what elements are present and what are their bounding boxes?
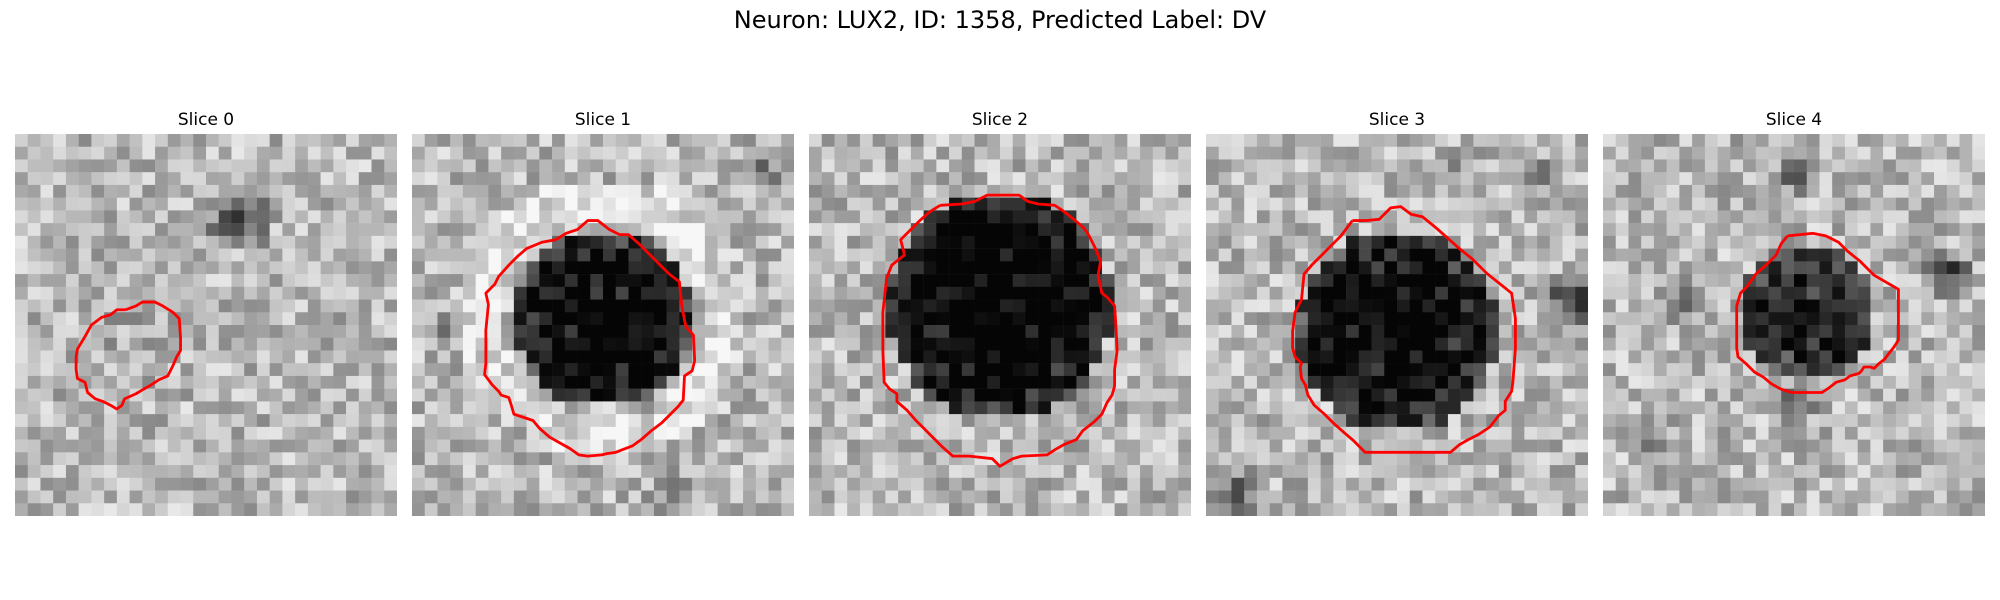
slice-title-1: Slice 1 bbox=[574, 110, 632, 130]
slice-image-0 bbox=[15, 134, 397, 516]
slice-image-1 bbox=[412, 134, 794, 516]
slice-panel-3: Slice 3 bbox=[1206, 110, 1588, 516]
slice-panel-4: Slice 4 bbox=[1603, 110, 1985, 516]
contour-outline-4 bbox=[1735, 231, 1900, 394]
slice-panel-2: Slice 2 bbox=[809, 110, 1191, 516]
contour-outline-3 bbox=[1291, 205, 1517, 454]
slice-title-0: Slice 0 bbox=[177, 110, 235, 130]
contour-outline-2 bbox=[881, 193, 1119, 468]
slice-image-3 bbox=[1206, 134, 1588, 516]
slice-panel-1: Slice 1 bbox=[412, 110, 794, 516]
slice-panel-0: Slice 0 bbox=[15, 110, 397, 516]
contour-outline-0 bbox=[74, 300, 182, 411]
contour-outline-1 bbox=[483, 219, 697, 458]
slice-image-2 bbox=[809, 134, 1191, 516]
slice-title-3: Slice 3 bbox=[1368, 110, 1426, 130]
slice-title-2: Slice 2 bbox=[971, 110, 1029, 130]
slice-image-4 bbox=[1603, 134, 1985, 516]
figure-title: Neuron: LUX2, ID: 1358, Predicted Label:… bbox=[733, 6, 1267, 34]
slice-title-4: Slice 4 bbox=[1765, 110, 1823, 130]
